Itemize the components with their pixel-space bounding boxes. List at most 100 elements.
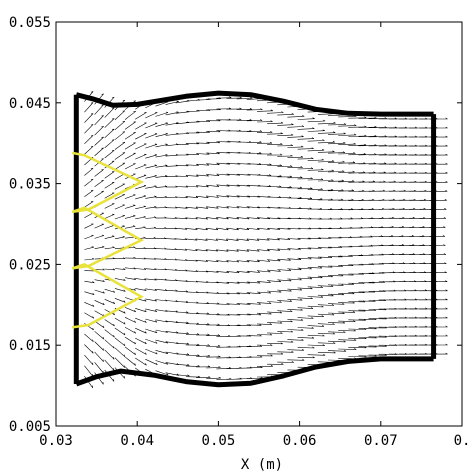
velocity-vector xyxy=(196,195,209,198)
vector-head xyxy=(445,307,448,310)
vector-head xyxy=(101,104,104,106)
velocity-vector xyxy=(267,290,282,293)
velocity-vector xyxy=(104,288,115,293)
velocity-vector xyxy=(297,297,313,299)
velocity-vector xyxy=(277,114,294,116)
velocity-vector xyxy=(236,206,250,209)
vector-head xyxy=(299,268,302,271)
vector-head xyxy=(206,312,210,315)
velocity-vector xyxy=(145,196,157,199)
vector-head xyxy=(228,107,232,110)
velocity-vector xyxy=(348,163,366,165)
velocity-vector xyxy=(307,149,325,152)
velocity-vector xyxy=(216,227,229,231)
vector-head xyxy=(246,239,249,241)
vector-head xyxy=(205,228,208,231)
vector-head xyxy=(154,174,157,177)
velocity-vector xyxy=(307,305,324,308)
velocity-vector xyxy=(277,279,292,282)
velocity-vector xyxy=(277,310,293,312)
velocity-vector xyxy=(175,133,189,135)
vector-head xyxy=(445,298,448,301)
vector-head xyxy=(207,344,210,346)
velocity-vector xyxy=(358,346,377,348)
vector-head xyxy=(343,141,346,144)
velocity-vector xyxy=(287,319,303,321)
vector-head xyxy=(258,292,261,294)
velocity-vector xyxy=(317,151,335,153)
vector-head xyxy=(102,325,105,328)
velocity-vector xyxy=(327,312,345,314)
vector-head xyxy=(340,208,343,210)
velocity-vector xyxy=(104,107,115,118)
vector-head xyxy=(249,129,252,132)
velocity-vector xyxy=(155,144,168,148)
vector-head xyxy=(333,342,336,344)
velocity-vector xyxy=(145,258,157,260)
vector-head xyxy=(259,130,262,132)
vector-head xyxy=(312,356,315,359)
velocity-vector xyxy=(338,339,357,341)
vector-head xyxy=(445,289,448,292)
vector-head xyxy=(364,143,367,146)
velocity-vector xyxy=(175,343,189,345)
velocity-vector xyxy=(165,238,177,240)
velocity-vector xyxy=(307,296,324,298)
velocity-vector xyxy=(155,133,168,137)
velocity-vector xyxy=(155,122,168,127)
vector-head xyxy=(352,161,356,163)
velocity-vector xyxy=(165,279,178,281)
vector-head xyxy=(197,365,200,367)
velocity-vector xyxy=(216,184,230,187)
vector-head xyxy=(289,279,292,282)
vector-head xyxy=(342,312,345,314)
velocity-vector xyxy=(236,238,249,241)
vector-head xyxy=(123,322,126,325)
vector-head xyxy=(112,235,115,237)
velocity-vector xyxy=(145,133,158,139)
velocity-vector xyxy=(175,207,188,209)
velocity-vector xyxy=(135,308,147,313)
vector-head xyxy=(290,165,293,167)
velocity-vector xyxy=(155,154,168,158)
velocity-vector xyxy=(277,228,291,230)
vector-head xyxy=(402,216,405,219)
velocity-vector xyxy=(277,289,292,292)
vector-head xyxy=(155,362,158,365)
velocity-vector xyxy=(145,308,157,312)
vector-head xyxy=(384,117,387,119)
vector-head xyxy=(101,136,104,138)
vector-head xyxy=(362,171,366,173)
vector-head xyxy=(445,171,448,174)
velocity-vector xyxy=(135,185,147,190)
vector-head xyxy=(165,111,169,113)
velocity-vector xyxy=(145,358,158,365)
velocity-vector xyxy=(84,333,94,342)
vector-head xyxy=(374,135,377,137)
vector-head xyxy=(341,179,344,182)
vector-head xyxy=(412,244,415,246)
velocity-vector xyxy=(135,195,146,200)
velocity-vector xyxy=(267,311,282,314)
vector-head xyxy=(343,340,346,343)
velocity-vector xyxy=(338,143,356,145)
vector-head xyxy=(113,368,115,371)
vector-head xyxy=(226,249,229,252)
vector-head xyxy=(113,290,116,293)
vector-head xyxy=(279,290,282,293)
velocity-vector xyxy=(348,319,366,321)
vector-head xyxy=(309,197,313,199)
vector-head xyxy=(259,324,262,326)
vector-head xyxy=(413,189,417,192)
vector-head xyxy=(331,169,334,172)
vector-head xyxy=(101,115,104,117)
vector-head xyxy=(394,135,397,138)
velocity-vector xyxy=(145,144,158,149)
velocity-vector xyxy=(267,259,281,262)
velocity-vector xyxy=(327,340,346,343)
vector-head xyxy=(330,208,333,210)
vector-head xyxy=(445,189,448,192)
vector-head xyxy=(153,237,156,239)
vector-head xyxy=(260,108,263,110)
velocity-vector xyxy=(267,207,281,209)
